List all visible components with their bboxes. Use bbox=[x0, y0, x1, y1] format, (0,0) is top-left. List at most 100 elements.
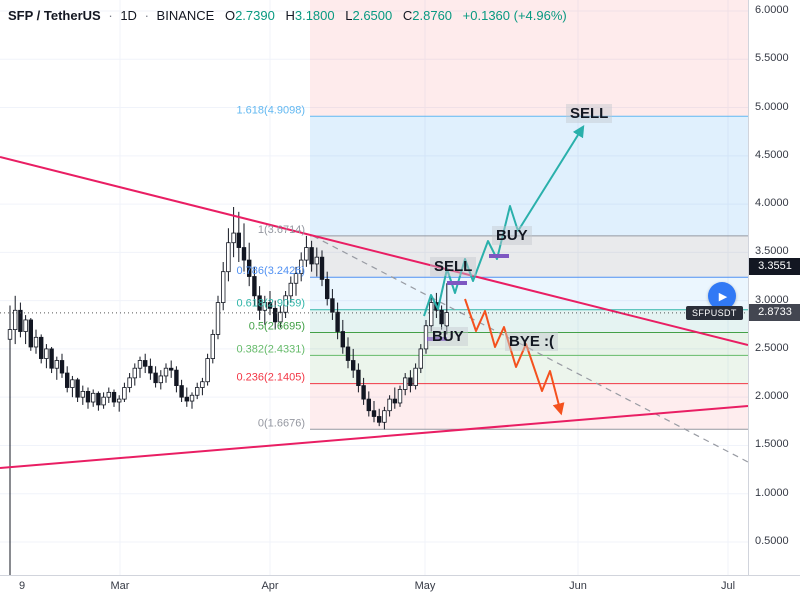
candle-body bbox=[376, 416, 382, 423]
symbol-price-tag[interactable]: SFPUSDT bbox=[686, 306, 743, 320]
candle-body bbox=[319, 256, 325, 280]
candle-body bbox=[246, 259, 252, 277]
price-axis-label: 3.5000 bbox=[755, 245, 789, 258]
low-key: L bbox=[345, 8, 353, 23]
change-value: +0.1360 (+4.96%) bbox=[462, 8, 567, 23]
separator: · bbox=[144, 8, 149, 23]
candle-body bbox=[262, 302, 267, 311]
chart-canvas[interactable]: 1.618(4.9098) 1(3.6714) 0.786(3.2426) 0.618… bbox=[0, 0, 748, 575]
candle-body bbox=[428, 302, 434, 327]
candle-body bbox=[23, 319, 28, 332]
candle-body bbox=[200, 381, 205, 388]
annotation-sell-top[interactable]: SELL bbox=[566, 104, 613, 123]
candle-body bbox=[267, 302, 273, 309]
candle-body bbox=[236, 232, 241, 248]
candle-body bbox=[231, 232, 236, 244]
price-axis[interactable]: 3.3551 2.8733 6.0000 5.5000 5.0000 4.5000 4.… bbox=[748, 0, 800, 575]
bearish-projection-path[interactable] bbox=[464, 298, 565, 416]
time-axis[interactable]: 9 Mar Apr May Jun Jul bbox=[0, 575, 800, 598]
fib-level-label: 0(1.6676) bbox=[258, 417, 305, 429]
candle-body bbox=[189, 394, 195, 402]
symbol-name[interactable]: SFP / TetherUS bbox=[8, 8, 101, 23]
trend-line-descending-resistance[interactable] bbox=[0, 156, 748, 346]
candle-body bbox=[288, 282, 293, 297]
candle-body bbox=[241, 247, 247, 261]
candle-body bbox=[132, 367, 137, 379]
candle-body bbox=[33, 336, 39, 348]
go-to-realtime-button[interactable]: ▶ bbox=[708, 282, 736, 310]
candle-body bbox=[39, 336, 44, 359]
candle-body bbox=[158, 375, 163, 384]
candle-body bbox=[402, 377, 408, 390]
price-axis-label: 4.0000 bbox=[755, 197, 789, 210]
fib-band bbox=[310, 277, 748, 310]
annotation-buy-lower[interactable]: BUY bbox=[428, 327, 468, 346]
candle-body bbox=[272, 307, 278, 323]
candle-body bbox=[80, 390, 85, 398]
candle-body bbox=[283, 295, 288, 313]
candle-body bbox=[49, 348, 54, 369]
candle-body bbox=[210, 334, 215, 359]
fib-band bbox=[310, 383, 748, 430]
annotation-sell-mid[interactable]: SELL bbox=[430, 257, 477, 276]
annotation-bye[interactable]: BYE :( bbox=[505, 332, 558, 351]
price-badge-line: 3.3551 bbox=[749, 258, 800, 275]
candle-body bbox=[205, 358, 210, 383]
candle-body bbox=[153, 372, 158, 384]
candle-body bbox=[148, 365, 153, 374]
fib-level-label: 0.236(2.1405) bbox=[237, 372, 306, 384]
price-axis-label: 0.5000 bbox=[755, 535, 789, 547]
trend-line-ascending-support[interactable] bbox=[0, 405, 748, 469]
candle-body bbox=[340, 331, 345, 348]
candle-body bbox=[184, 396, 189, 402]
time-axis-label: Jun bbox=[569, 580, 587, 592]
price-badge-last: 2.8733 bbox=[749, 304, 800, 321]
exchange-label[interactable]: BINANCE bbox=[156, 8, 215, 23]
candle-body bbox=[7, 329, 13, 340]
candle-body bbox=[122, 387, 127, 400]
candle-body bbox=[142, 360, 148, 367]
high-value: 3.1800 bbox=[294, 8, 335, 23]
time-axis-label: Apr bbox=[261, 580, 279, 592]
separator: · bbox=[108, 8, 113, 23]
interval-label[interactable]: 1D bbox=[120, 8, 137, 23]
candle-body bbox=[350, 360, 356, 371]
candle-body bbox=[278, 311, 283, 323]
candle-body bbox=[298, 259, 304, 275]
fib-band bbox=[310, 0, 748, 117]
candle-body bbox=[366, 398, 371, 412]
candle-body bbox=[226, 242, 231, 273]
dashed-trend-line[interactable] bbox=[312, 235, 748, 463]
candle-body bbox=[127, 377, 132, 388]
candle-body bbox=[179, 385, 184, 398]
candlestick-chart[interactable]: 1.618(4.9098) 1(3.6714) 0.786(3.2426) 0.618… bbox=[0, 0, 748, 575]
price-axis-label: 5.5000 bbox=[755, 52, 789, 65]
low-value: 2.6500 bbox=[352, 8, 393, 23]
candle-body bbox=[174, 369, 179, 386]
fib-band bbox=[310, 235, 748, 278]
bullish-projection-path[interactable] bbox=[423, 124, 585, 317]
candle-body bbox=[361, 385, 366, 400]
candle-body bbox=[163, 367, 169, 377]
candle-body bbox=[314, 256, 319, 265]
time-axis-label: Mar bbox=[110, 580, 130, 592]
open-value: 2.7390 bbox=[235, 8, 275, 23]
candle-body bbox=[257, 295, 262, 311]
candle-body bbox=[75, 379, 80, 398]
candle-body bbox=[54, 360, 59, 369]
fib-level-label: 0.382(2.4331) bbox=[237, 343, 306, 355]
close-value: 2.8760 bbox=[412, 8, 453, 23]
price-axis-label: 5.0000 bbox=[755, 100, 789, 113]
candle-body bbox=[335, 311, 340, 332]
annotation-buy-upper[interactable]: BUY bbox=[492, 226, 532, 245]
candle-body bbox=[444, 312, 449, 327]
candle-body bbox=[356, 369, 361, 386]
candle-body bbox=[215, 302, 221, 335]
candle-body bbox=[117, 398, 122, 403]
candle-body bbox=[293, 273, 299, 284]
candle-body bbox=[91, 392, 96, 403]
fib-band bbox=[310, 116, 748, 236]
candle-body bbox=[96, 392, 101, 406]
candle-body bbox=[65, 372, 70, 388]
fib-level-label: 0.618(2.9059) bbox=[237, 298, 306, 310]
